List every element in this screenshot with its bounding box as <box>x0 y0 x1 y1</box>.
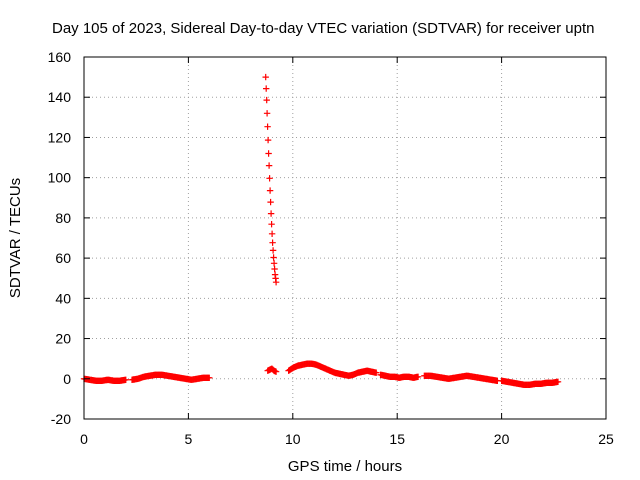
data-point-marker <box>263 74 269 80</box>
data-point-marker <box>267 199 273 205</box>
data-point-marker <box>269 231 275 237</box>
x-tick-label: 20 <box>494 431 510 447</box>
data-point-marker <box>265 150 271 156</box>
data-point-marker <box>268 221 274 227</box>
y-tick-label: 20 <box>55 331 71 347</box>
data-point-marker <box>265 137 271 143</box>
y-tick-label: -20 <box>51 411 71 427</box>
x-tick-label: 25 <box>598 431 614 447</box>
data-point-marker <box>266 175 272 181</box>
x-tick-label: 0 <box>80 431 88 447</box>
y-tick-label: 60 <box>55 250 71 266</box>
sdtvar-chart: Day 105 of 2023, Sidereal Day-to-day VTE… <box>0 0 640 480</box>
data-point-marker <box>267 187 273 193</box>
data-point-marker <box>271 266 277 272</box>
data-point-marker <box>273 279 279 285</box>
data-points <box>81 74 561 388</box>
y-tick-label: 80 <box>55 210 71 226</box>
y-tick-label: 40 <box>55 290 71 306</box>
y-tick-label: 160 <box>48 49 72 65</box>
chart-title: Day 105 of 2023, Sidereal Day-to-day VTE… <box>52 20 594 37</box>
data-point-marker <box>264 110 270 116</box>
y-tick-label: 100 <box>48 170 72 186</box>
data-point-marker <box>269 240 275 246</box>
plot-frame <box>84 57 606 419</box>
data-point-marker <box>270 247 276 253</box>
data-point-marker <box>271 260 277 266</box>
grid-lines <box>84 57 606 419</box>
x-tick-label: 5 <box>185 431 193 447</box>
x-tick-label: 15 <box>389 431 405 447</box>
data-point-marker <box>266 162 272 168</box>
y-tick-label: 0 <box>63 371 71 387</box>
data-point-marker <box>263 85 269 91</box>
data-point-marker <box>264 97 270 103</box>
data-point-marker <box>268 210 274 216</box>
data-point-marker <box>264 124 270 130</box>
y-tick-label: 140 <box>48 89 72 105</box>
y-tick-label: 120 <box>48 129 72 145</box>
y-axis-label: SDTVAR / TECUs <box>7 178 24 298</box>
x-axis-label: GPS time / hours <box>288 458 402 475</box>
x-tick-label: 10 <box>285 431 301 447</box>
data-point-marker <box>270 254 276 260</box>
